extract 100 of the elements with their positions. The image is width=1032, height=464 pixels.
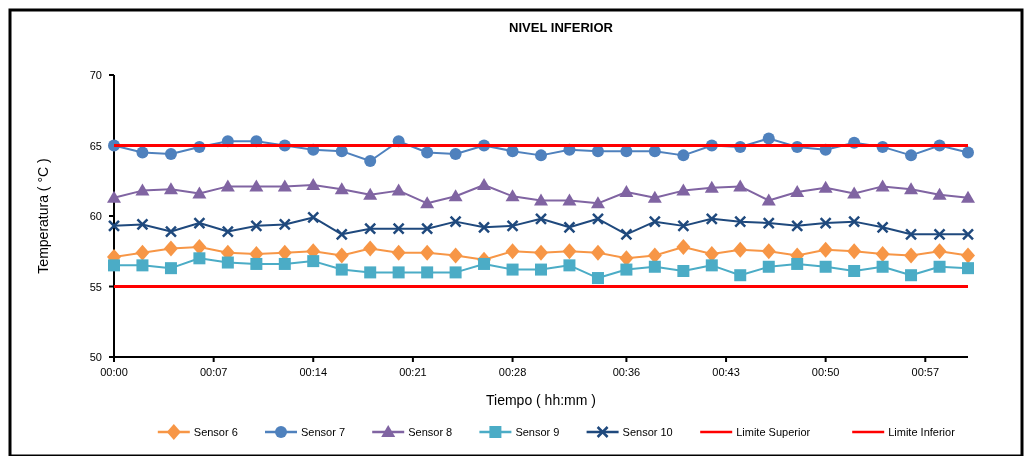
point	[591, 212, 605, 226]
point	[847, 243, 862, 260]
point	[933, 228, 946, 241]
point	[364, 155, 377, 168]
point	[192, 186, 207, 199]
point	[733, 179, 748, 192]
point	[733, 215, 747, 228]
point	[107, 190, 121, 203]
y-tick-label: 60	[89, 210, 102, 222]
x-tick-label: 00:57	[911, 366, 940, 378]
x-tick-label: 00:21	[399, 366, 427, 378]
point	[534, 212, 548, 226]
point	[932, 187, 947, 200]
point	[420, 196, 435, 209]
point	[364, 266, 377, 279]
point	[535, 149, 547, 162]
y-tick-label: 70	[89, 69, 102, 81]
point	[818, 180, 833, 193]
point	[704, 180, 719, 193]
x-axis-title: Tiempo ( hh:mm )	[486, 392, 596, 408]
y-tick-label: 50	[89, 351, 102, 363]
point	[847, 186, 862, 199]
point	[135, 244, 150, 261]
point	[962, 146, 974, 159]
point	[905, 149, 918, 162]
point	[962, 262, 974, 275]
point	[221, 225, 235, 238]
point	[477, 177, 492, 190]
point	[761, 243, 776, 260]
point	[477, 221, 491, 234]
point	[677, 149, 690, 162]
x-tick-label: 00:14	[299, 366, 327, 378]
point	[848, 264, 861, 277]
point	[677, 264, 690, 277]
x-tick-label: 00:50	[811, 366, 840, 378]
point	[791, 257, 804, 270]
point	[136, 218, 149, 231]
point	[220, 179, 235, 192]
x-tick-label: 00:07	[199, 366, 228, 378]
legend-label: Sensor 9	[515, 426, 560, 438]
point	[420, 244, 435, 261]
point	[875, 179, 890, 192]
point	[478, 257, 491, 270]
point	[306, 177, 321, 190]
point	[676, 239, 691, 256]
point	[818, 241, 833, 258]
point	[335, 228, 349, 241]
point	[705, 259, 718, 272]
x-tick-label: 00:36	[612, 366, 641, 378]
legend-label: Sensor 10	[622, 426, 673, 438]
point	[790, 185, 805, 198]
point	[904, 182, 919, 195]
point	[363, 240, 378, 257]
point	[449, 147, 462, 160]
chart-title: NIVEL INFERIOR	[509, 20, 614, 35]
y-axis-title: Temperatura ( °C )	[35, 158, 51, 274]
point	[904, 228, 918, 241]
point	[790, 219, 804, 233]
point	[363, 222, 377, 235]
point	[562, 193, 577, 206]
y-tick-label: 65	[89, 139, 102, 152]
point	[762, 260, 775, 273]
point	[278, 257, 291, 270]
point	[590, 196, 605, 209]
point	[221, 256, 234, 269]
point	[391, 244, 406, 261]
point	[961, 190, 975, 203]
point	[163, 182, 178, 195]
point	[734, 269, 747, 282]
point	[136, 259, 149, 272]
point	[648, 260, 661, 273]
point	[876, 260, 889, 273]
point	[534, 193, 548, 206]
point	[505, 189, 520, 202]
legend-label: Sensor 6	[193, 426, 238, 438]
point	[505, 243, 520, 260]
point	[136, 146, 149, 159]
point	[647, 190, 662, 203]
point	[705, 212, 719, 226]
x-tick-label: 00:00	[100, 366, 128, 378]
point	[420, 222, 434, 235]
point	[449, 266, 462, 279]
legend-label: Sensor 7	[301, 426, 346, 438]
point	[448, 189, 463, 202]
point	[762, 216, 776, 230]
point	[334, 182, 349, 195]
point	[278, 218, 292, 231]
point	[334, 247, 349, 264]
point	[648, 215, 662, 228]
point	[534, 244, 548, 261]
point	[905, 269, 918, 282]
point	[107, 219, 121, 233]
point	[277, 179, 292, 192]
point	[904, 247, 919, 264]
point	[619, 185, 634, 198]
point	[563, 221, 576, 234]
point	[563, 259, 576, 272]
y-tick-label: 55	[89, 280, 102, 293]
point	[164, 262, 177, 275]
point	[250, 257, 263, 270]
